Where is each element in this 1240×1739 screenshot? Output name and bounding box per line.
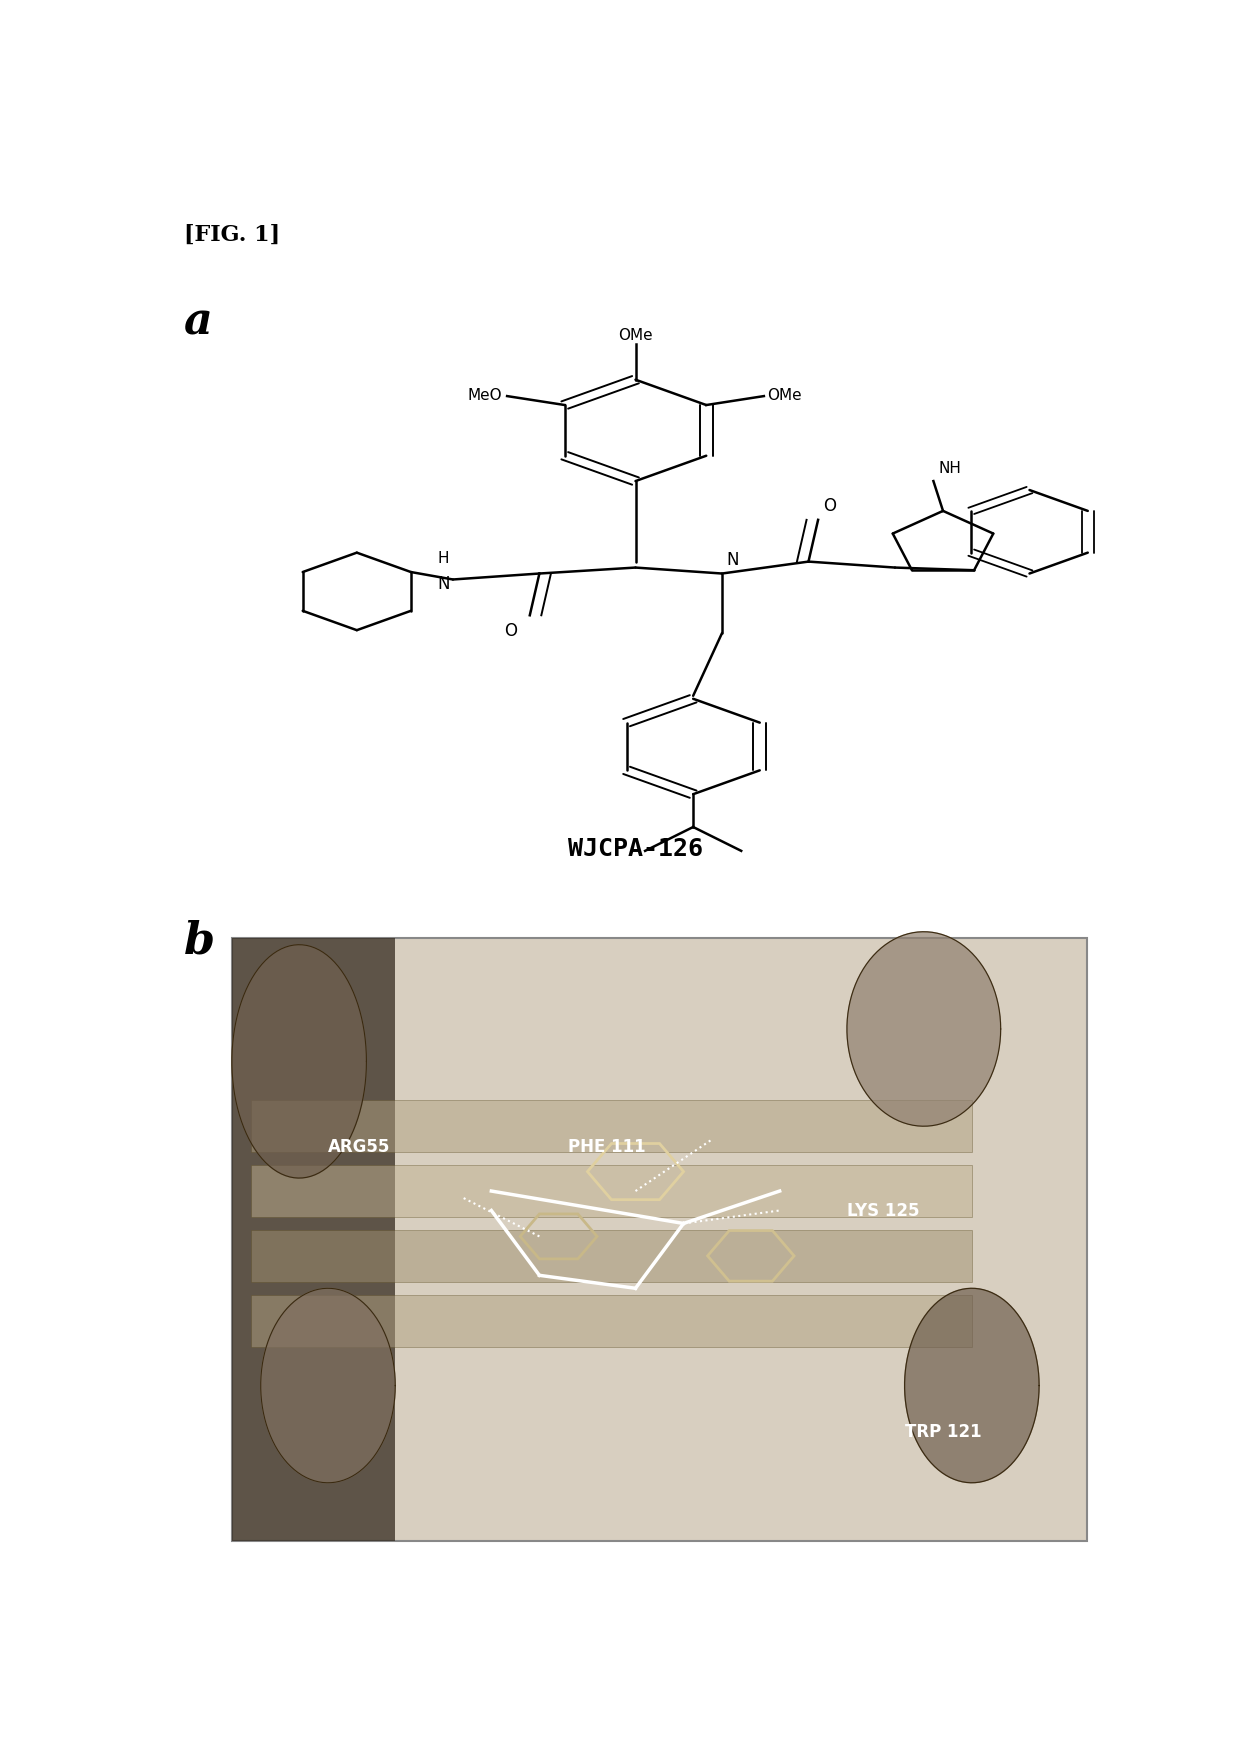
- FancyBboxPatch shape: [232, 939, 1087, 1541]
- Polygon shape: [905, 1289, 1039, 1483]
- Text: OMe: OMe: [619, 329, 652, 343]
- Text: PHE 111: PHE 111: [568, 1137, 646, 1155]
- Polygon shape: [250, 1296, 972, 1346]
- Polygon shape: [232, 939, 396, 1541]
- Polygon shape: [250, 1229, 972, 1282]
- Text: a: a: [184, 301, 213, 343]
- Text: MeO: MeO: [467, 388, 502, 403]
- Text: N: N: [436, 574, 450, 593]
- Polygon shape: [232, 946, 367, 1179]
- Polygon shape: [250, 1101, 972, 1153]
- Text: WJCPA-126: WJCPA-126: [568, 836, 703, 861]
- Text: [FIG. 1]: [FIG. 1]: [184, 224, 280, 245]
- Text: ARG55: ARG55: [327, 1137, 391, 1155]
- Text: TRP 121: TRP 121: [905, 1423, 981, 1440]
- Text: NH: NH: [939, 461, 961, 476]
- Text: H: H: [438, 550, 449, 565]
- Text: N: N: [727, 550, 739, 569]
- Text: O: O: [823, 497, 836, 515]
- Text: b: b: [184, 920, 215, 962]
- Polygon shape: [847, 932, 1001, 1127]
- Text: O: O: [505, 623, 517, 640]
- Text: LYS 125: LYS 125: [847, 1202, 919, 1219]
- Polygon shape: [250, 1165, 972, 1217]
- Text: OMe: OMe: [766, 388, 801, 403]
- Polygon shape: [260, 1289, 396, 1483]
